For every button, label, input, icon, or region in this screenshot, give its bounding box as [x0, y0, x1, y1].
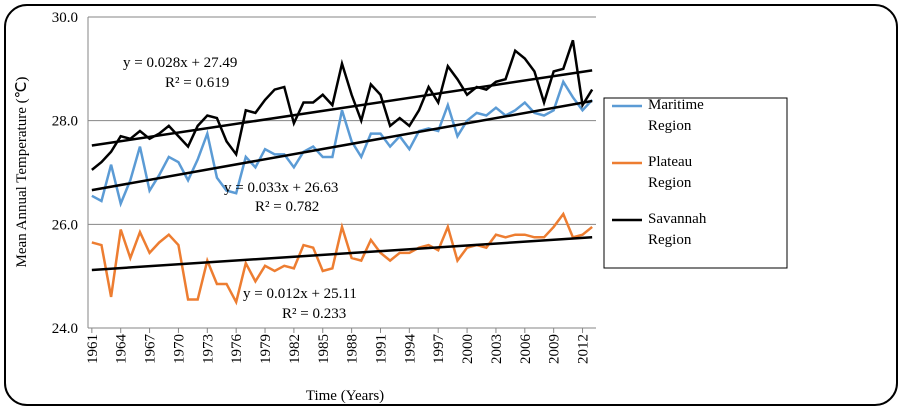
x-tick-label: 1967	[143, 334, 159, 365]
x-tick-label: 1988	[345, 334, 361, 364]
x-tick-label: 1994	[402, 334, 418, 365]
x-tick-label: 2012	[576, 334, 592, 364]
trend-line	[91, 236, 593, 272]
x-tick-label: 1964	[114, 334, 130, 365]
data-line	[91, 78, 594, 208]
trend-line	[91, 99, 593, 192]
x-tick-label: 1973	[200, 334, 216, 364]
x-tick-label: 1979	[258, 334, 274, 364]
y-tick-label: 28.0	[52, 114, 78, 130]
x-tick-label: 1997	[431, 334, 447, 365]
trend-equation: y = 0.033x + 26.63	[224, 180, 338, 196]
x-axis-title: Time (Years)	[306, 388, 384, 404]
x-tick-label: 2009	[547, 334, 563, 364]
trend-r2: R² = 0.233	[282, 306, 346, 322]
x-tick-label: 1976	[229, 334, 245, 365]
x-tick-label: 2000	[460, 334, 476, 364]
y-axis-title: Mean Annual Temperature (℃)	[14, 77, 30, 268]
x-tick-label: 1961	[85, 334, 101, 364]
x-tick-label: 2003	[489, 334, 505, 364]
y-tick-label: 26.0	[52, 217, 78, 233]
data-line	[91, 211, 593, 306]
legend-label: Plateau Region	[648, 154, 693, 191]
x-tick-label: 1970	[171, 334, 187, 364]
y-tick-label: 30.0	[52, 10, 78, 26]
x-tick-label: 1991	[373, 334, 389, 364]
legend-label: Savannah Region	[648, 211, 707, 248]
trend-r2: R² = 0.619	[165, 75, 229, 91]
legend-label: Maritime Region	[648, 97, 704, 134]
trend-equation: y = 0.028x + 27.49	[123, 55, 237, 71]
trend-r2: R² = 0.782	[255, 199, 319, 215]
trend-equation: y = 0.012x + 25.11	[243, 286, 357, 302]
x-tick-label: 1985	[316, 334, 332, 364]
x-tick-label: 2006	[518, 334, 534, 365]
y-tick-label: 24.0	[52, 321, 78, 337]
legend-box	[603, 97, 788, 269]
x-tick-label: 1982	[287, 334, 303, 364]
trend-line	[91, 69, 593, 147]
frame	[4, 4, 898, 406]
